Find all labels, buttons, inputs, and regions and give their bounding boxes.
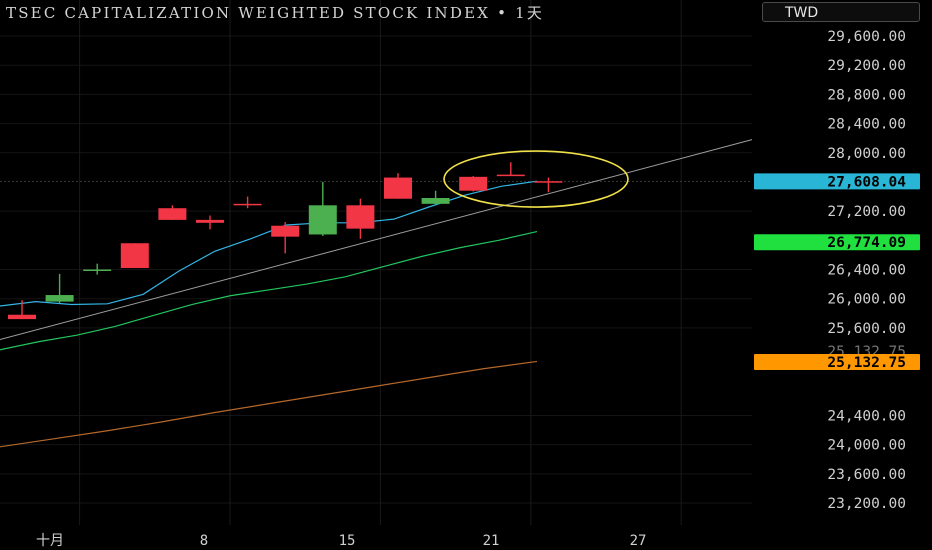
candle-body <box>346 205 375 229</box>
price-tick-label: 28,800.00 <box>827 87 906 103</box>
ma-long-badge-text: 25,132.75 <box>827 355 906 371</box>
candle <box>534 177 563 193</box>
candle-body <box>421 197 450 204</box>
candlesticks <box>8 162 563 320</box>
ma-mid-badge: 26,774.09 <box>754 234 920 251</box>
ma-long-badge-bg <box>754 353 920 370</box>
candle-body <box>8 314 36 320</box>
chart-grid <box>0 0 752 525</box>
candle-body <box>83 269 112 271</box>
price-tick-label: 29,200.00 <box>827 58 906 74</box>
candle <box>346 198 375 239</box>
trendline-segment <box>0 139 753 341</box>
price-tick-label: 24,400.00 <box>827 408 906 424</box>
moving-average-mid <box>0 230 538 351</box>
price-axis: 29,600.00 29,200.00 28,800.00 28,400.00 28,0… <box>827 29 906 512</box>
candle <box>233 196 262 209</box>
candle-body <box>271 225 300 237</box>
time-tick-label: 15 <box>339 533 356 549</box>
candle <box>496 162 525 177</box>
candle <box>421 190 450 206</box>
ellipse-annotation <box>443 150 629 208</box>
time-axis: 十月 8 15 21 27 <box>36 533 646 549</box>
current-price-badge-text: 27,608.04 <box>827 174 906 190</box>
time-tick-label: 21 <box>483 533 500 549</box>
price-tick-label: 25,600.00 <box>827 321 906 337</box>
candle <box>8 300 36 320</box>
candle-body <box>459 176 488 191</box>
candle-body <box>45 295 74 302</box>
price-tick-label: 28,400.00 <box>827 117 906 133</box>
ma-mid-badge-text: 26,774.09 <box>827 235 906 251</box>
candle-body <box>308 205 337 235</box>
candle-body <box>534 181 563 183</box>
price-tick-label: 24,000.00 <box>827 438 906 454</box>
ma-long-line <box>0 360 538 448</box>
price-tick-label: 28,000.00 <box>827 146 906 162</box>
time-tick-label: 8 <box>200 533 208 549</box>
current-price-badge-bg <box>754 173 920 190</box>
candle-body <box>496 174 525 177</box>
candle <box>459 176 488 192</box>
time-tick-label: 十月 <box>36 533 64 549</box>
price-tick-label: 26,400.00 <box>827 263 906 279</box>
price-tick-label: 29,600.00 <box>827 29 906 45</box>
candle <box>158 205 187 220</box>
moving-average-long <box>0 360 538 448</box>
price-tick-label: 23,600.00 <box>827 467 906 483</box>
candle <box>271 222 300 254</box>
ma-long-badge: 25,132.75 <box>754 353 920 371</box>
candle-body <box>384 177 412 199</box>
trendline <box>0 139 753 341</box>
price-tick-label: 27,200.00 <box>827 204 906 220</box>
price-tick-label: 26,000.00 <box>827 292 906 308</box>
moving-average-short <box>0 180 538 307</box>
currency-selector[interactable]: TWD <box>762 2 920 22</box>
current-price-badge: 27,608.04 <box>754 173 920 190</box>
ma-mid-badge-bg <box>754 234 920 251</box>
candle <box>308 181 337 236</box>
ma-mid-line <box>0 230 538 351</box>
chart-title: TSEC CAPITALIZATION WEIGHTED STOCK INDEX… <box>6 4 545 22</box>
candle-body <box>233 203 262 206</box>
candle <box>384 173 412 199</box>
ma-short-line <box>0 180 538 307</box>
candle <box>45 273 74 304</box>
price-tick-label: 23,200.00 <box>827 496 906 512</box>
candle <box>196 215 224 230</box>
candle-body <box>196 219 224 223</box>
candle <box>83 263 112 275</box>
candle-body <box>120 243 149 269</box>
candle <box>120 243 149 269</box>
candle-body <box>158 208 187 220</box>
highlight-ellipse <box>443 150 629 208</box>
time-tick-label: 27 <box>630 533 647 549</box>
